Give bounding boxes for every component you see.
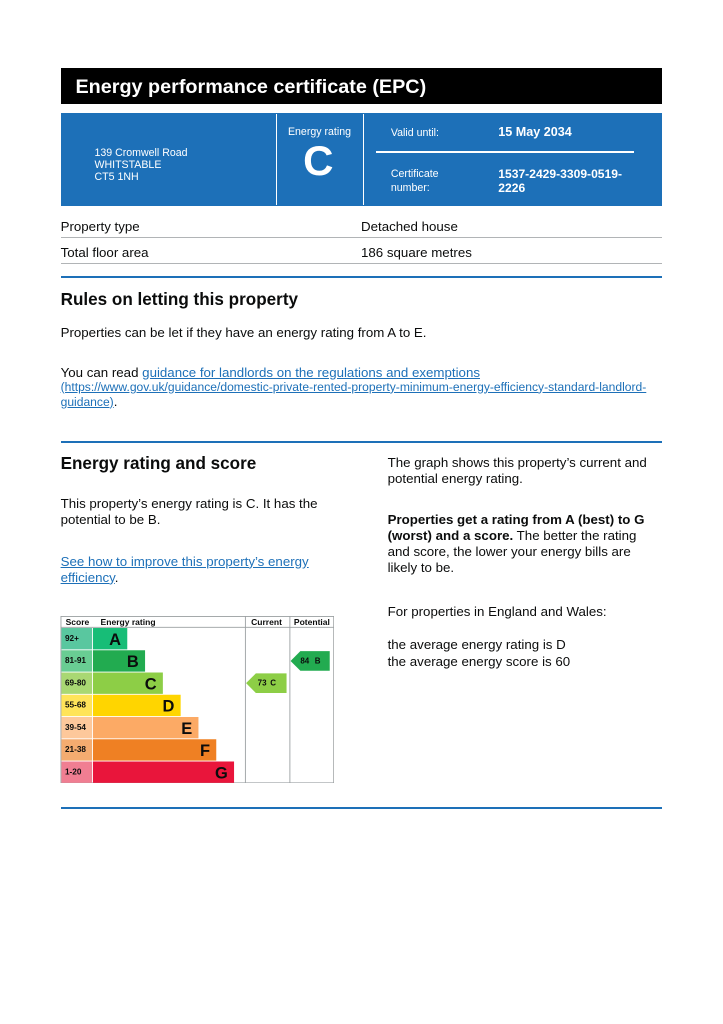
svg-text:Energy rating: Energy rating [100,617,155,627]
svg-text:84: 84 [300,657,309,666]
svg-text:39-54: 39-54 [65,723,86,732]
svg-text:E: E [181,720,192,738]
svg-text:Potential: Potential [294,617,330,627]
svg-text:92+: 92+ [65,634,79,643]
svg-text:A: A [109,631,121,649]
svg-text:81-91: 81-91 [65,656,86,665]
svg-text:55-68: 55-68 [65,701,86,710]
svg-text:B: B [315,657,321,666]
svg-text:Current: Current [251,617,282,627]
svg-text:1-20: 1-20 [65,768,82,777]
svg-text:73: 73 [257,679,266,688]
svg-text:C: C [145,676,157,694]
svg-text:D: D [162,698,174,716]
svg-text:C: C [270,679,276,688]
svg-text:G: G [215,765,228,783]
svg-text:69-80: 69-80 [65,679,86,688]
svg-text:Score: Score [65,617,89,627]
svg-text:F: F [200,742,210,760]
svg-text:21-38: 21-38 [65,745,86,754]
svg-text:B: B [127,653,139,671]
